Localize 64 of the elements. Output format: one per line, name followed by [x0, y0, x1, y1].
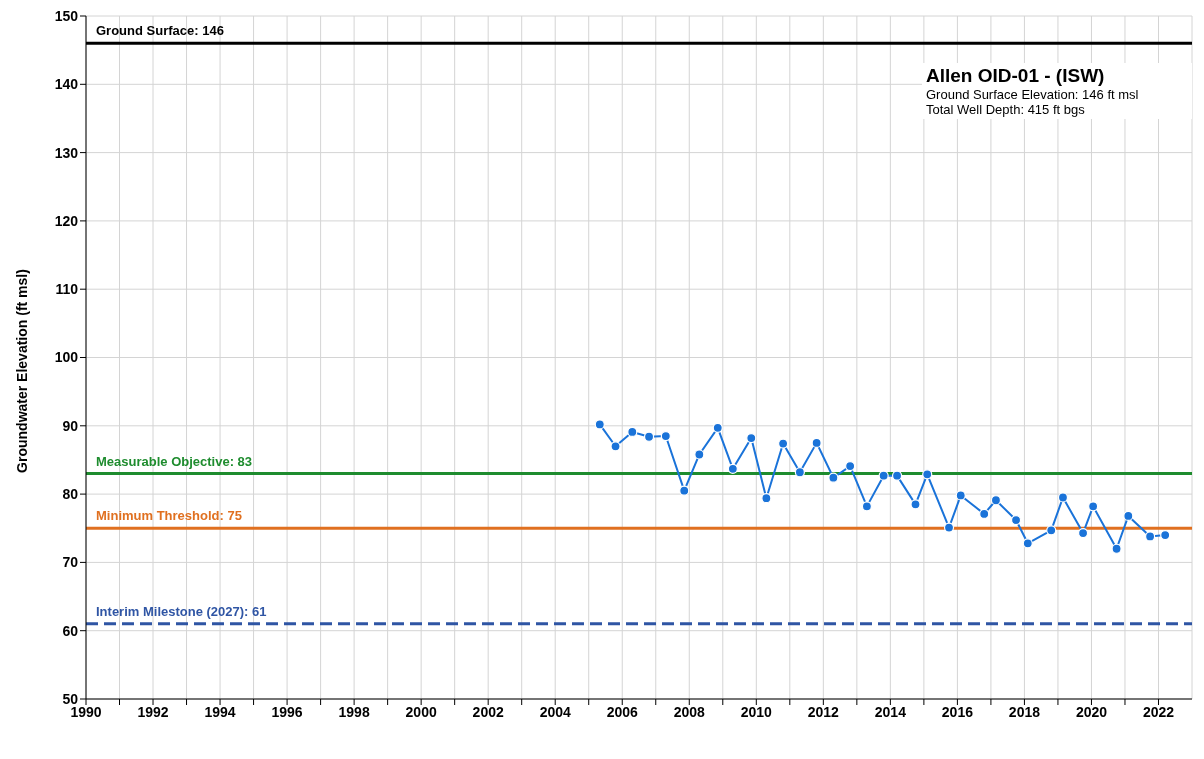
point	[990, 495, 1002, 506]
x-tick-label: 2010	[740, 703, 773, 720]
y-tick-label: 110	[55, 281, 79, 298]
x-tick-label: 2006	[606, 703, 639, 720]
x-tick-label: 2022	[1142, 703, 1175, 720]
point	[878, 470, 889, 481]
x-tick-label: 2004	[539, 703, 571, 720]
point	[861, 501, 872, 512]
point	[891, 470, 903, 481]
y-tick-label: 70	[62, 554, 79, 571]
point	[1010, 514, 1022, 526]
y-tick-label: 60	[62, 622, 79, 639]
x-tick-label: 2012	[807, 703, 840, 720]
point	[712, 422, 723, 433]
point	[1046, 525, 1057, 536]
x-tick-label: 2018	[1008, 703, 1041, 720]
y-axis-title: Groundwater Elevation (ft msl)	[14, 268, 30, 473]
y-tick-label: 120	[54, 212, 79, 229]
point	[955, 490, 966, 501]
y-tick-label: 100	[54, 349, 79, 366]
x-tick-label: 1992	[137, 703, 169, 720]
y-tick-label: 80	[62, 486, 79, 503]
annotation: Ground Surface Elevation: 146 ft msl	[926, 87, 1140, 102]
point	[794, 467, 805, 478]
point	[694, 449, 705, 460]
point	[1077, 527, 1089, 539]
y-tick-label: 90	[62, 417, 79, 434]
ref-line-label: Ground Surface: 146	[96, 23, 224, 39]
point	[943, 522, 955, 533]
point	[922, 469, 933, 480]
point	[746, 432, 757, 444]
point	[679, 485, 690, 496]
text: Allen OID-01 - (ISW)	[926, 65, 1106, 87]
y-tick-label: 140	[54, 76, 79, 93]
ref-line-label: Interim Milestone (2027): 61	[96, 603, 267, 619]
point	[778, 438, 789, 449]
ref-line-label: Measurable Objective: 83	[96, 453, 253, 469]
ref-line-label: Minimum Threshold: 75	[96, 508, 242, 524]
point	[1022, 538, 1033, 549]
y-tick-label: 150	[54, 7, 79, 24]
point	[910, 499, 921, 510]
x-tick-label: 1998	[338, 703, 370, 720]
annotation: Total Well Depth: 415 ft bgs	[926, 102, 1086, 117]
point	[610, 441, 621, 452]
x-tick-label: 1994	[204, 703, 236, 720]
point	[1088, 501, 1099, 512]
point	[660, 430, 671, 442]
point	[845, 461, 856, 472]
point	[1057, 492, 1069, 503]
point	[1145, 531, 1156, 542]
x-tick-label: 2014	[874, 703, 907, 720]
x-tick-label: 2008	[673, 703, 706, 720]
x-tick-label: 2002	[472, 703, 504, 720]
point	[594, 419, 605, 430]
point	[828, 472, 839, 483]
point	[643, 431, 655, 442]
y-tick-label: 130	[54, 144, 79, 161]
x-tick-label: 2016	[941, 703, 974, 720]
x-tick-label: 2020	[1075, 703, 1108, 720]
x-tick-label: 2000	[405, 703, 437, 720]
point	[1123, 510, 1134, 522]
point	[761, 493, 772, 504]
point	[1111, 543, 1122, 554]
x-tick-label: 1996	[271, 703, 303, 720]
